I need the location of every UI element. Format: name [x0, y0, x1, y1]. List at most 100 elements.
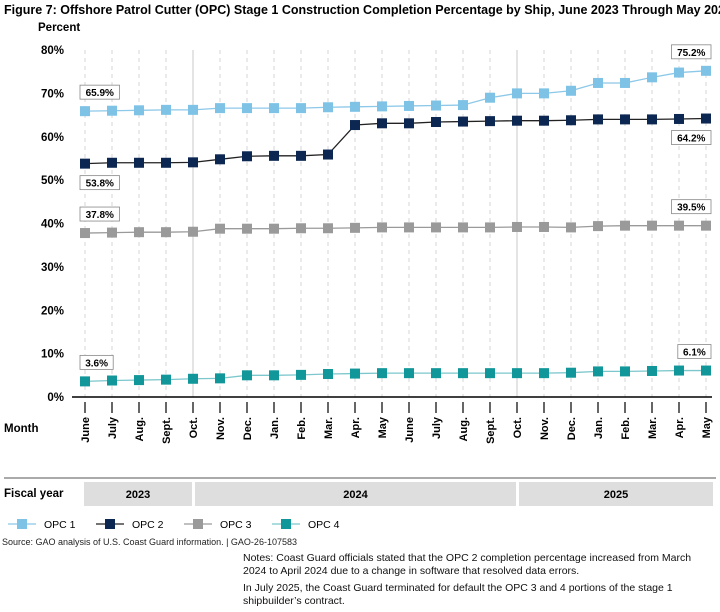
- data-point: [242, 151, 252, 162]
- data-point: [296, 150, 306, 161]
- data-point: [269, 223, 279, 234]
- data-label-box: [671, 44, 712, 60]
- data-point: [350, 101, 360, 112]
- data-label: 6.1%: [683, 348, 706, 359]
- y-tick-label: 0%: [47, 392, 64, 404]
- y-tick-label: 70%: [41, 88, 64, 100]
- legend-label: OPC 1: [44, 519, 76, 531]
- data-point: [539, 368, 549, 379]
- data-point: [593, 221, 603, 232]
- data-label-box: [79, 84, 120, 100]
- x-tick-label: Dec.: [242, 417, 254, 440]
- data-label-box: [79, 354, 114, 370]
- data-point: [188, 104, 198, 115]
- data-point: [485, 368, 495, 379]
- data-point: [161, 374, 171, 385]
- data-point: [134, 157, 144, 168]
- data-point: [593, 114, 603, 125]
- x-tick-label: Sept.: [485, 417, 497, 444]
- note-1: Notes: Coast Guard officials stated that…: [243, 552, 692, 577]
- data-point: [431, 222, 441, 233]
- data-point: [323, 223, 333, 234]
- data-point: [674, 67, 684, 78]
- data-point: [80, 376, 90, 387]
- data-point: [458, 222, 468, 233]
- data-point: [458, 100, 468, 111]
- data-point: [458, 368, 468, 379]
- data-point: [188, 226, 198, 237]
- data-point: [107, 105, 117, 116]
- data-point: [296, 223, 306, 234]
- series-line-opc3: [84, 225, 706, 234]
- y-tick-label: 80%: [41, 45, 64, 57]
- data-point: [215, 223, 225, 234]
- data-point: [161, 157, 171, 168]
- data-point: [485, 222, 495, 233]
- data-point: [350, 120, 360, 131]
- data-point: [512, 115, 522, 126]
- fiscal-year-band: [84, 482, 192, 506]
- y-tick-label: 10%: [41, 349, 64, 361]
- data-point: [269, 150, 279, 161]
- x-tick-label: Sept.: [161, 417, 173, 444]
- x-tick-label: July: [107, 416, 119, 439]
- data-label-box: [677, 344, 712, 359]
- data-point: [80, 158, 90, 169]
- legend-marker: [193, 519, 203, 529]
- data-point: [620, 220, 630, 231]
- data-point: [647, 365, 657, 376]
- data-label-box: [79, 175, 120, 191]
- x-axis-label: Month: [4, 423, 38, 435]
- data-label: 3.6%: [85, 358, 108, 369]
- data-label: 39.5%: [677, 203, 705, 214]
- data-point: [593, 366, 603, 377]
- data-point: [566, 222, 576, 233]
- data-point: [269, 370, 279, 381]
- note-2: In July 2025, the Coast Guard terminated…: [243, 582, 673, 607]
- data-point: [593, 77, 603, 88]
- data-point: [539, 115, 549, 126]
- data-point: [377, 101, 387, 112]
- x-tick-label: Mar.: [647, 417, 659, 439]
- x-tick-label: Aug.: [134, 417, 146, 441]
- data-point: [674, 220, 684, 231]
- series-line-opc1: [84, 70, 707, 112]
- y-tick-label: 60%: [41, 132, 64, 144]
- data-point: [107, 227, 117, 238]
- data-label-box: [671, 199, 712, 215]
- data-point: [404, 118, 414, 129]
- x-tick-label: Feb.: [620, 417, 632, 440]
- x-tick-label: Jan.: [593, 417, 605, 439]
- data-point: [215, 373, 225, 384]
- data-point: [404, 368, 414, 379]
- data-label: 64.2%: [677, 134, 705, 145]
- notes: Notes: Coast Guard officials stated that…: [243, 552, 713, 612]
- series-line-opc2: [84, 117, 707, 165]
- legend-marker: [105, 519, 115, 529]
- data-point: [620, 77, 630, 88]
- fiscal-year-label: Fiscal year: [4, 488, 64, 500]
- data-point: [242, 370, 252, 381]
- data-point: [242, 103, 252, 114]
- data-point: [701, 65, 711, 76]
- data-point: [566, 115, 576, 126]
- fiscal-year-band: [519, 482, 713, 506]
- data-point: [431, 100, 441, 111]
- data-point: [431, 117, 441, 128]
- x-tick-label: May: [701, 416, 713, 438]
- data-label-box: [671, 130, 712, 145]
- data-point: [566, 367, 576, 378]
- data-point: [296, 103, 306, 114]
- y-tick-label: 20%: [41, 305, 64, 317]
- x-tick-label: Apr.: [674, 417, 686, 438]
- x-tick-label: Mar.: [323, 417, 335, 439]
- data-point: [377, 368, 387, 379]
- x-tick-label: Jan.: [269, 417, 281, 439]
- x-tick-label: Apr.: [350, 417, 362, 438]
- data-label: 75.2%: [677, 48, 705, 59]
- data-point: [134, 105, 144, 116]
- data-point: [323, 369, 333, 380]
- legend-label: OPC 4: [308, 519, 340, 531]
- data-point: [134, 227, 144, 238]
